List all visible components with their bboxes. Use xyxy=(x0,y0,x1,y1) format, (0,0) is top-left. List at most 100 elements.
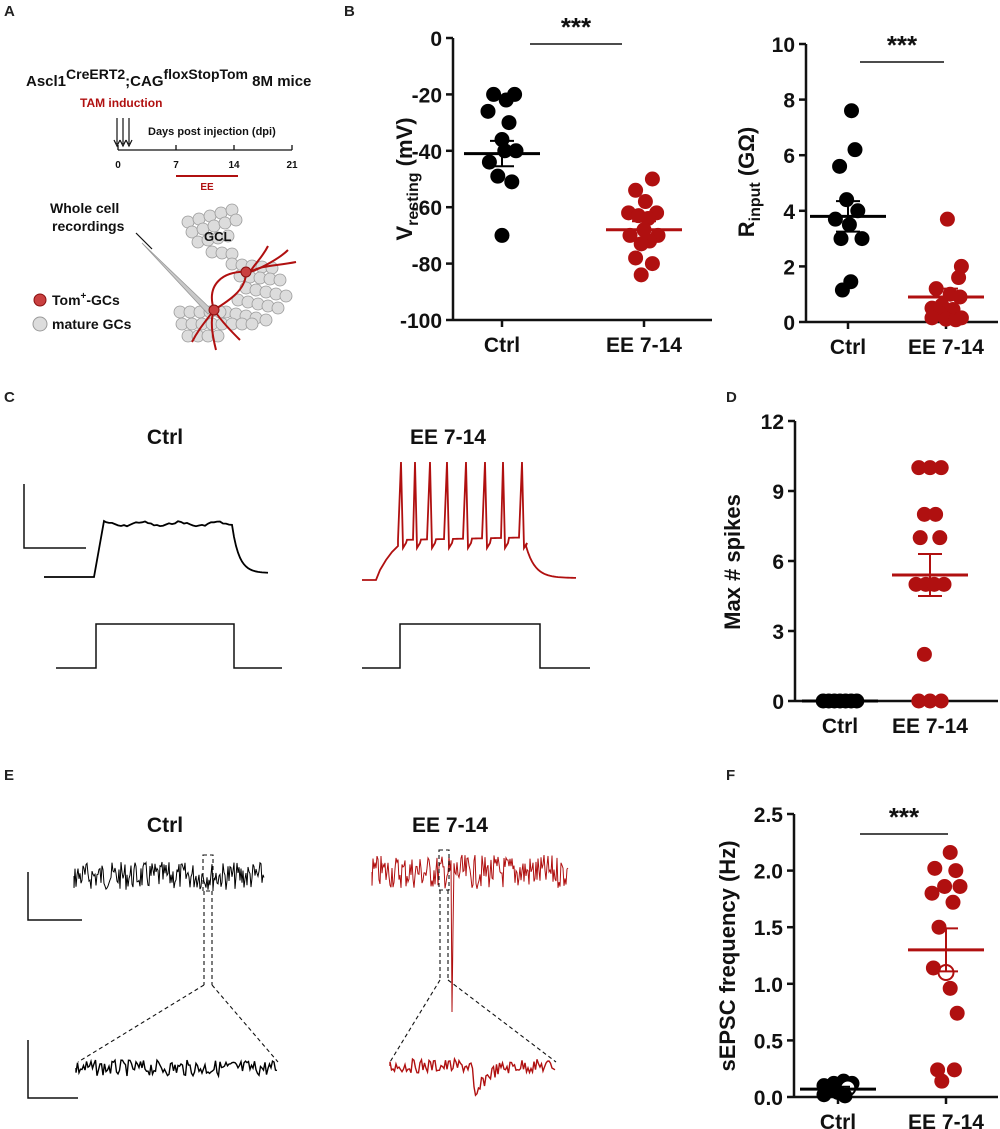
data-point xyxy=(939,211,955,227)
data-point xyxy=(912,530,928,546)
y-tick-label: -20 xyxy=(412,84,442,107)
y-tick-label: -100 xyxy=(400,310,442,333)
panel-letter-e: E xyxy=(4,767,14,784)
y-tick-label: 9 xyxy=(772,481,784,504)
data-point xyxy=(932,530,948,546)
mouse-line-label: Ascl1CreERT2;CAGfloxStopTom 8M mice xyxy=(26,66,311,90)
data-point xyxy=(833,231,849,247)
ee-window-label: EE xyxy=(200,182,214,193)
x-category-label: Ctrl xyxy=(820,1111,856,1129)
scale-bar-c xyxy=(23,484,86,549)
data-point xyxy=(945,894,961,910)
data-point xyxy=(481,154,497,170)
legend-tom-label: Tom+-GCs xyxy=(52,291,120,308)
y-tick-label: 0 xyxy=(430,28,442,51)
data-point xyxy=(922,460,938,476)
granule-cell xyxy=(245,317,259,331)
data-point xyxy=(949,1005,965,1021)
voltage-trace-ctrl xyxy=(44,519,269,578)
data-point xyxy=(832,158,848,174)
current-step-ee xyxy=(362,623,590,669)
y-axis-label: sEPSC frequency (Hz) xyxy=(715,840,740,1071)
data-point xyxy=(928,506,944,522)
y-tick-label: 4 xyxy=(783,201,795,224)
granule-cell xyxy=(279,289,293,303)
y-tick-label: 2.5 xyxy=(754,804,784,827)
data-point xyxy=(911,693,927,709)
legend-tom-swatch xyxy=(33,293,47,307)
chart-max-spikes: D 0 3 6 9 12 Ctrl EE 7-14 Max # spikes xyxy=(720,389,998,738)
trace-title-ee-e: EE 7-14 xyxy=(412,814,488,837)
recording-label-line2: recordings xyxy=(52,218,125,234)
y-tick-label: 0.0 xyxy=(754,1087,783,1110)
y-tick-label: 1.0 xyxy=(754,974,783,997)
current-trace-ctrl-zoom xyxy=(75,1058,278,1079)
tom-cell-body-2 xyxy=(240,266,252,278)
y-tick-label: 1.5 xyxy=(754,917,784,940)
data-point xyxy=(834,282,850,298)
data-point xyxy=(854,231,870,247)
data-point xyxy=(486,86,502,102)
data-point xyxy=(916,506,932,522)
legend-mature-swatch xyxy=(32,316,48,332)
x-category-label: EE 7-14 xyxy=(892,715,968,738)
data-point xyxy=(934,1073,950,1089)
data-point xyxy=(924,885,940,901)
x-category-label: EE 7-14 xyxy=(606,334,682,357)
y-tick-label: 0 xyxy=(772,691,784,714)
y-tick-label: -80 xyxy=(412,254,442,277)
timeline-tick-7: 7 xyxy=(173,160,179,171)
data-point xyxy=(628,250,644,266)
data-point xyxy=(844,103,859,119)
pipette-pointer-line xyxy=(135,232,153,250)
y-axis-label: Vresting (mV) xyxy=(392,117,422,240)
data-point xyxy=(644,256,660,272)
data-point xyxy=(628,182,644,198)
y-tick-label: 0 xyxy=(783,312,795,335)
data-point xyxy=(490,168,506,184)
panel-letter-d: D xyxy=(726,389,737,406)
current-trace-ee xyxy=(371,854,569,1013)
data-point xyxy=(850,203,866,219)
panel-letter-c: C xyxy=(4,389,15,406)
data-point xyxy=(637,194,653,210)
y-tick-label: 2 xyxy=(783,256,795,279)
tam-induction-label: TAM induction xyxy=(80,96,162,110)
data-point xyxy=(927,860,943,876)
panel-a: A Ascl1CreERT2;CAGfloxStopTom 8M mice TA… xyxy=(4,3,311,351)
y-tick-label: 0.5 xyxy=(754,1030,784,1053)
timeline-label: Days post injection (dpi) xyxy=(148,126,276,138)
data-point xyxy=(930,1062,946,1078)
data-point xyxy=(948,863,964,879)
x-category-label: Ctrl xyxy=(830,336,866,359)
significance-stars: *** xyxy=(887,30,918,60)
voltage-trace-ee xyxy=(362,461,577,581)
x-category-label: Ctrl xyxy=(822,715,858,738)
granule-cell xyxy=(273,273,287,287)
y-tick-label: 12 xyxy=(761,411,784,434)
data-point xyxy=(925,960,941,976)
y-tick-label: -40 xyxy=(412,141,442,164)
data-point xyxy=(922,693,938,709)
panel-letter-b1: B xyxy=(344,3,355,20)
significance-stars: *** xyxy=(889,802,920,832)
y-axis-label: Max # spikes xyxy=(720,494,745,630)
chart-sepsc-frequency: F 0.0 0.5 1.0 1.5 2.0 2.5 Ctrl EE 7-14 sEPSC freq… xyxy=(715,767,998,1129)
y-tick-label: 2.0 xyxy=(754,861,783,884)
granule-cell xyxy=(211,329,225,343)
recording-pipette xyxy=(141,242,213,315)
data-point xyxy=(916,646,932,662)
panel-c: C Ctrl EE 7-14 xyxy=(4,389,590,669)
scale-bar-e-bottom xyxy=(27,1040,78,1099)
data-point xyxy=(839,192,855,208)
data-point xyxy=(924,310,940,326)
data-point xyxy=(953,310,969,326)
y-axis-label: Rinput (GΩ) xyxy=(734,127,764,238)
data-point xyxy=(504,174,520,190)
y-tick-label: 6 xyxy=(783,145,795,168)
x-category-label: EE 7-14 xyxy=(908,336,984,359)
scale-bar-e-top xyxy=(27,872,82,921)
trace-title-ctrl-c: Ctrl xyxy=(147,426,183,449)
y-tick-label: -60 xyxy=(412,197,442,220)
